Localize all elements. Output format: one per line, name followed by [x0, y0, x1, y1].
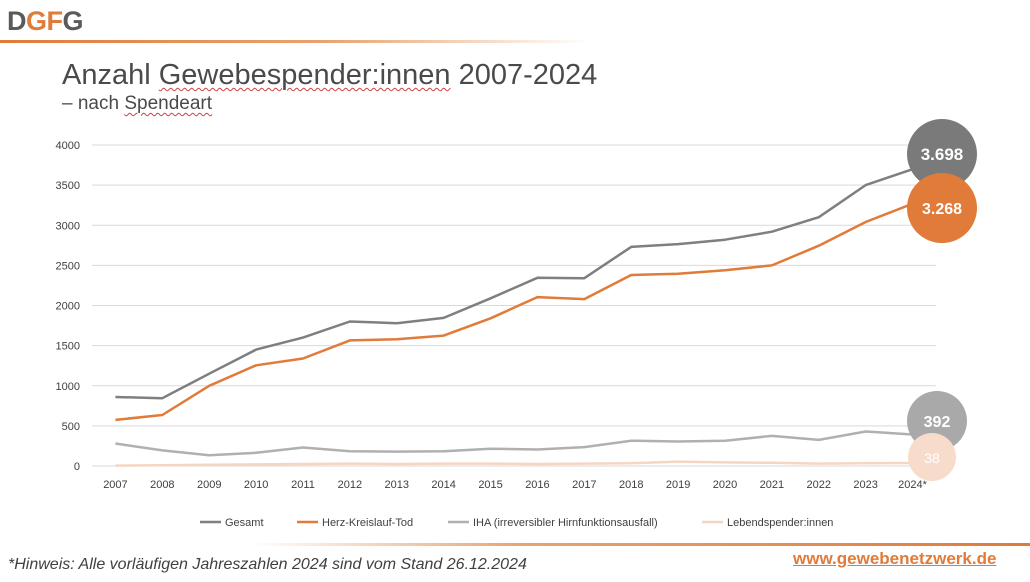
x-tick-label: 2011 — [291, 479, 315, 491]
legend-label: Lebendspender:innen — [727, 517, 833, 529]
x-tick-label: 2007 — [103, 479, 127, 491]
x-tick-label: 2024* — [898, 479, 927, 491]
x-tick-label: 2013 — [385, 479, 409, 491]
x-tick-label: 2020 — [713, 479, 737, 491]
header-accent-line — [0, 40, 590, 43]
x-tick-label: 2009 — [197, 479, 221, 491]
series-line-3 — [115, 460, 913, 467]
end-value-label: 392 — [924, 414, 951, 431]
page-title: Anzahl Gewebespender:innen 2007-2024 — [62, 59, 598, 91]
y-tick-label: 500 — [62, 421, 80, 433]
end-value-bubble — [907, 173, 977, 243]
website-link[interactable]: www.gewebenetzwerk.de — [793, 549, 997, 568]
x-tick-label: 2016 — [525, 479, 549, 491]
x-tick-label: 2021 — [760, 479, 784, 491]
x-tick-label: 2022 — [807, 479, 831, 491]
x-axis-ticks: 2007 2008 2009 2010 2011 2012 2013 2014 2015 2016… — [103, 479, 927, 491]
series-line-0 — [115, 168, 914, 400]
series-line-1 — [115, 202, 914, 422]
y-axis-ticks: 0 500 1000 1500 2000 2500 3000 3500 4000 — [56, 140, 80, 473]
y-tick-label: 3000 — [56, 220, 80, 232]
x-tick-label: 2010 — [244, 479, 268, 491]
x-tick-label: 2023 — [853, 479, 877, 491]
footnote: *Hinweis: Alle vorläufigen Jahreszahlen … — [8, 556, 527, 573]
x-tick-label: 2008 — [150, 479, 174, 491]
x-tick-label: 2019 — [666, 479, 690, 491]
x-tick-label: 2017 — [572, 479, 596, 491]
end-value-bubbles: 3.698 3.268 392 38 — [907, 119, 977, 481]
end-value-bubble — [908, 433, 956, 481]
end-value-label: 3.268 — [922, 201, 962, 218]
y-tick-label: 0 — [74, 461, 80, 473]
y-tick-label: 2000 — [56, 301, 80, 313]
y-tick-label: 4000 — [56, 140, 80, 152]
y-tick-label: 2500 — [56, 260, 80, 272]
end-value-label: 38 — [924, 450, 940, 466]
x-tick-label: 2014 — [431, 479, 455, 491]
x-tick-label: 2012 — [338, 479, 362, 491]
end-value-label: 3.698 — [921, 145, 964, 164]
x-tick-label: 2018 — [619, 479, 643, 491]
chart-legend: Gesamt Herz-Kreislauf-Tod IHA (irreversibl… — [200, 517, 833, 529]
end-value-bubble — [907, 119, 977, 189]
series-line-2 — [115, 430, 913, 457]
legend-label: Herz-Kreislauf-Tod — [322, 517, 413, 529]
chart-gridlines — [92, 144, 936, 467]
y-tick-label: 1500 — [56, 341, 80, 353]
x-tick-label: 2015 — [478, 479, 502, 491]
legend-label: Gesamt — [225, 517, 264, 529]
legend-label: IHA (irreversibler Hirnfunktionsausfall) — [473, 517, 658, 529]
footer-accent-line — [250, 543, 1030, 546]
dgfg-logo: DGFG — [7, 6, 84, 36]
page-subtitle: – nach Spendeart — [62, 93, 213, 114]
y-tick-label: 3500 — [56, 180, 80, 192]
chart-series-lines — [115, 168, 914, 467]
y-tick-label: 1000 — [56, 381, 80, 393]
